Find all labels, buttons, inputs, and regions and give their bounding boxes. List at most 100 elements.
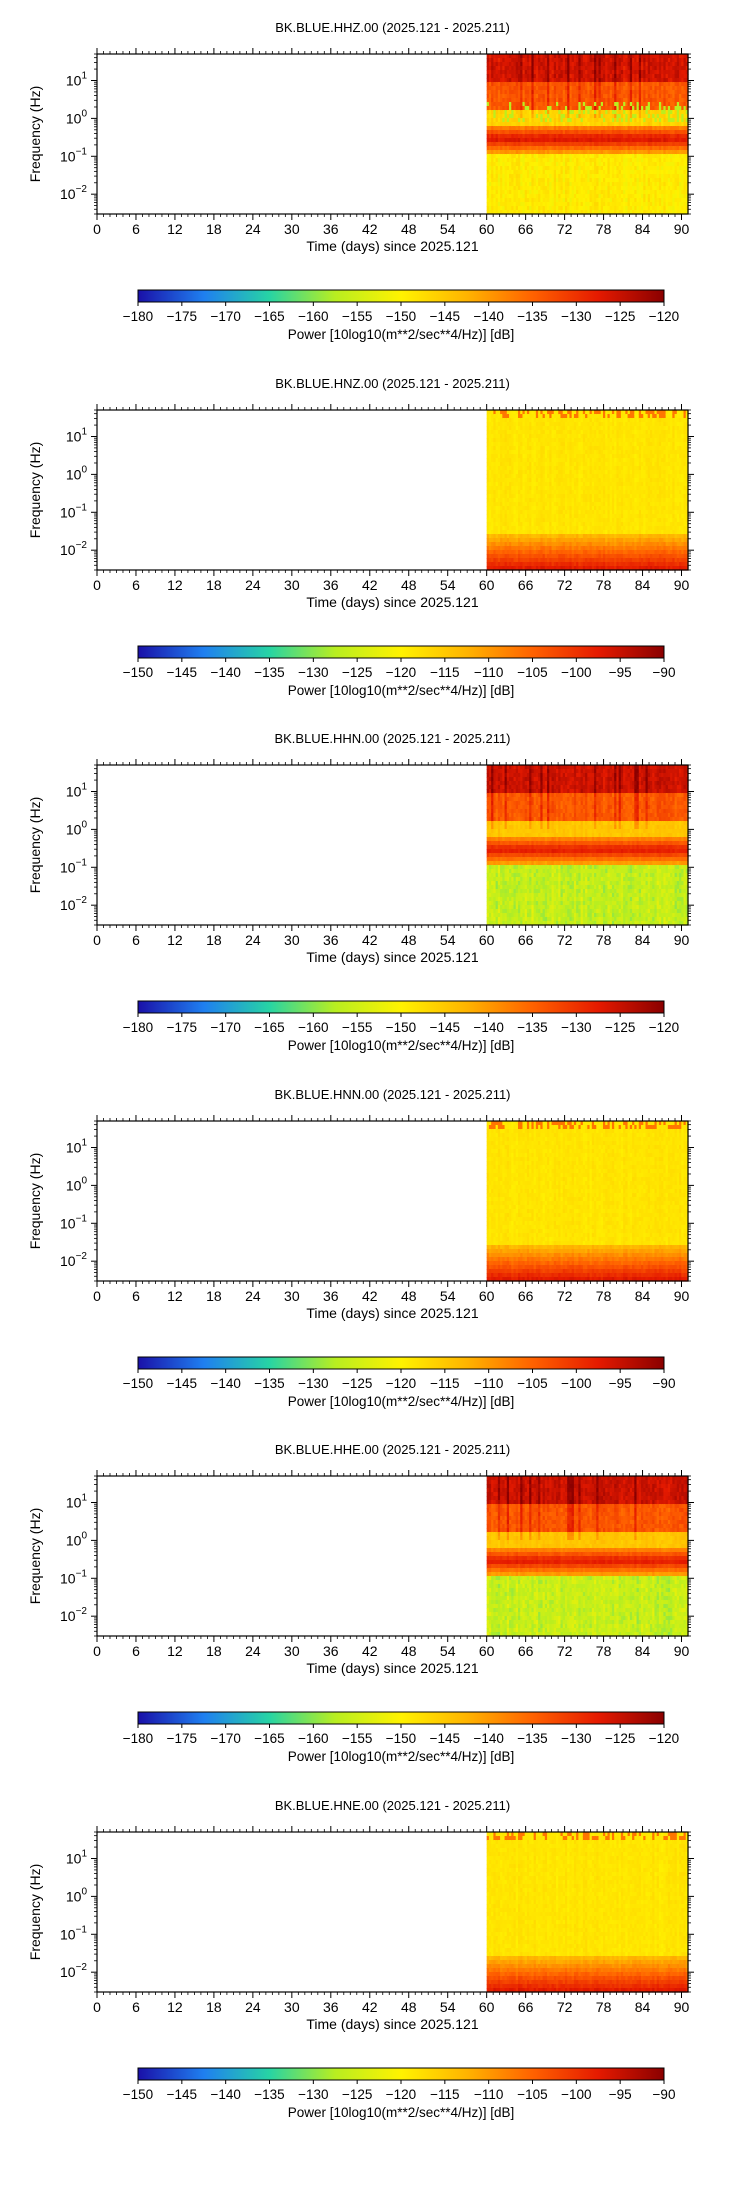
y-tick-label: 10−1	[60, 146, 87, 164]
y-tick-label: 10−2	[60, 1606, 87, 1624]
x-tick-label: 78	[596, 221, 612, 237]
colorbar-tick-label: −130	[298, 665, 328, 680]
x-tick-label: 66	[518, 1288, 534, 1304]
colorbar-tick-label: −175	[167, 309, 197, 324]
x-tick-label: 60	[479, 577, 495, 593]
colorbar: −180 −175 −170 −165 −160 −155 −150 −145 −140 −135…	[123, 290, 679, 342]
x-tick-label: 12	[167, 1643, 183, 1659]
colorbar-tick-label: −125	[605, 309, 635, 324]
x-tick-label: 30	[284, 577, 300, 593]
spectrogram-panel-5: BK.BLUE.HHE.00 (2025.121 - 2025.211)0 6 12…	[27, 1442, 694, 1764]
y-tick-label: 10−1	[60, 857, 87, 875]
colorbar-tick-label: −175	[167, 1731, 197, 1746]
colorbar-tick-label: −125	[342, 1376, 372, 1391]
colorbar-label: Power [10log10(m**2/sec**4/Hz)] [dB]	[288, 1038, 515, 1053]
colorbar-tick-label: −175	[167, 1020, 197, 1035]
colorbar-tick-label: −95	[609, 665, 632, 680]
colorbar-tick-label: −90	[653, 2087, 676, 2102]
colorbar-tick-label: −120	[649, 1731, 679, 1746]
x-tick-label: 54	[440, 1999, 456, 2015]
colorbar-tick-label: −135	[254, 2087, 284, 2102]
x-tick-label: 84	[635, 577, 651, 593]
colorbar-label: Power [10log10(m**2/sec**4/Hz)] [dB]	[288, 1749, 515, 1764]
colorbar-tick-label: −155	[342, 1020, 372, 1035]
x-tick-label: 48	[401, 932, 417, 948]
colorbar-label: Power [10log10(m**2/sec**4/Hz)] [dB]	[288, 683, 515, 698]
spectrogram-heatmap	[487, 1476, 689, 1637]
y-axis-label: Frequency (Hz)	[27, 1153, 43, 1249]
colorbar-tick-label: −170	[210, 1020, 240, 1035]
colorbar-tick-label: −100	[561, 1376, 591, 1391]
colorbar-tick-label: −150	[123, 665, 153, 680]
colorbar-tick-label: −110	[474, 1376, 503, 1391]
x-tick-label: 0	[93, 221, 101, 237]
colorbar-tick-label: −145	[167, 1376, 197, 1391]
x-tick-label: 24	[245, 577, 261, 593]
x-tick-label: 24	[245, 932, 261, 948]
y-tick-label: 100	[66, 819, 88, 837]
x-tick-label: 78	[596, 577, 612, 593]
y-tick-label: 10−1	[60, 1213, 87, 1231]
colorbar-tick-label: −115	[430, 2087, 459, 2102]
colorbar-tick-label: −160	[298, 1020, 328, 1035]
x-tick-label: 90	[674, 221, 690, 237]
colorbar: −180 −175 −170 −165 −160 −155 −150 −145 −140 −135…	[123, 1712, 679, 1764]
colorbar-tick-label: −160	[298, 309, 328, 324]
y-tick-label: 100	[66, 1886, 88, 1904]
x-tick-label: 66	[518, 1643, 534, 1659]
x-tick-label: 24	[245, 221, 261, 237]
x-tick-label: 60	[479, 1643, 495, 1659]
x-axis-label: Time (days) since 2025.121	[306, 1305, 478, 1321]
x-tick-label: 78	[596, 932, 612, 948]
x-tick-label: 84	[635, 1288, 651, 1304]
x-tick-label: 66	[518, 932, 534, 948]
x-tick-label: 84	[635, 1999, 651, 2015]
x-tick-label: 36	[323, 577, 339, 593]
x-axis-label: Time (days) since 2025.121	[306, 238, 478, 254]
x-tick-label: 18	[206, 932, 222, 948]
x-tick-label: 90	[674, 577, 690, 593]
colorbar-tick-label: −135	[517, 309, 547, 324]
colorbar-tick-label: −140	[210, 665, 240, 680]
colorbar-tick-label: −120	[649, 309, 679, 324]
x-tick-label: 42	[362, 1288, 378, 1304]
y-axis-label: Frequency (Hz)	[27, 797, 43, 893]
x-tick-label: 84	[635, 932, 651, 948]
colorbar-tick-label: −130	[561, 1731, 591, 1746]
colorbar-tick-label: −135	[254, 665, 284, 680]
x-tick-label: 72	[557, 577, 573, 593]
x-axis-label: Time (days) since 2025.121	[306, 1660, 478, 1676]
x-tick-label: 12	[167, 1288, 183, 1304]
x-tick-label: 48	[401, 1643, 417, 1659]
y-axis-label: Frequency (Hz)	[27, 1508, 43, 1604]
y-tick-label: 10−2	[60, 184, 87, 202]
spectrogram-heatmap	[487, 410, 689, 571]
spectrogram-panel-4: BK.BLUE.HNN.00 (2025.121 - 2025.211)0 6 12…	[27, 1087, 694, 1409]
colorbar-label: Power [10log10(m**2/sec**4/Hz)] [dB]	[288, 2105, 515, 2120]
x-tick-label: 12	[167, 1999, 183, 2015]
x-tick-label: 42	[362, 1643, 378, 1659]
x-tick-label: 0	[93, 1999, 101, 2015]
x-tick-label: 0	[93, 932, 101, 948]
colorbar: −150 −145 −140 −135 −130 −125 −120 −115 −110 −105…	[123, 1357, 676, 1409]
panel-title: BK.BLUE.HHE.00 (2025.121 - 2025.211)	[275, 1442, 510, 1457]
colorbar-tick-label: −150	[123, 2087, 153, 2102]
colorbar-tick-label: −145	[167, 2087, 197, 2102]
y-tick-label: 101	[66, 781, 88, 799]
spectrogram-heatmap	[487, 54, 689, 215]
spectrogram-heatmap	[487, 1121, 689, 1282]
panel-title: BK.BLUE.HHZ.00 (2025.121 - 2025.211)	[275, 20, 510, 35]
x-tick-label: 24	[245, 1643, 261, 1659]
colorbar: −180 −175 −170 −165 −160 −155 −150 −145 −140 −135…	[123, 1001, 679, 1053]
x-tick-label: 18	[206, 1288, 222, 1304]
x-tick-label: 12	[167, 221, 183, 237]
colorbar-tick-label: −145	[430, 1731, 460, 1746]
x-tick-label: 18	[206, 1999, 222, 2015]
y-tick-label: 10−2	[60, 1251, 87, 1269]
colorbar-tick-label: −150	[386, 1731, 416, 1746]
colorbar-tick-label: −105	[517, 1376, 547, 1391]
y-tick-label: 10−1	[60, 502, 87, 520]
colorbar-tick-label: −95	[609, 1376, 632, 1391]
x-tick-label: 30	[284, 932, 300, 948]
x-tick-label: 18	[206, 577, 222, 593]
